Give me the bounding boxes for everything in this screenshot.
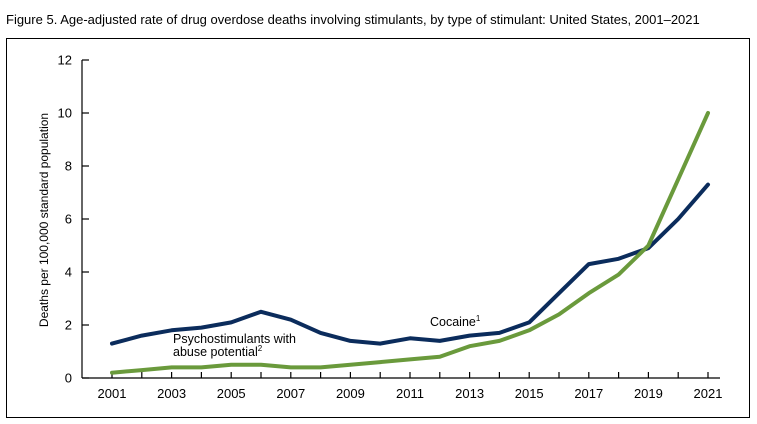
series-label-psychostimulants-sup: 2: [258, 344, 263, 353]
series-lines: [110, 111, 710, 375]
y-tick-label: 8: [65, 159, 72, 174]
x-tick-label: 2007: [276, 386, 305, 401]
axes: [81, 59, 720, 379]
x-tick-label: 2001: [98, 386, 127, 401]
series-line-psychostimulants: [110, 111, 710, 375]
x-tick-label: 2015: [515, 386, 544, 401]
x-tick-label: 2021: [694, 386, 723, 401]
x-tick-label: 2005: [217, 386, 246, 401]
series-label-cocaine: Cocaine1: [430, 314, 481, 329]
series-label-psychostimulants: Psychostimulants with abuse potential2: [173, 332, 299, 359]
y-tick-label: 12: [58, 53, 72, 68]
x-tick-label: 2003: [157, 386, 186, 401]
series-label-psychostimulants-line1: Psychostimulants with: [173, 332, 296, 346]
chart-title: Figure 5. Age-adjusted rate of drug over…: [6, 12, 700, 27]
x-tick-label: 2019: [634, 386, 663, 401]
series-label-cocaine-text: Cocaine: [430, 315, 476, 329]
series-line-cocaine: [110, 182, 710, 346]
y-axis-title: Deaths per 100,000 standard population: [37, 113, 51, 327]
x-tick-label: 2009: [336, 386, 365, 401]
x-tick-label: 2013: [455, 386, 484, 401]
chart-frame: [6, 38, 750, 418]
y-tick-label: 2: [65, 318, 72, 333]
y-tick-label: 6: [65, 212, 72, 227]
x-tick-label: 2017: [574, 386, 603, 401]
y-tick-label: 4: [65, 265, 72, 280]
series-label-psychostimulants-line2: abuse potential: [173, 345, 258, 359]
series-label-cocaine-sup: 1: [476, 314, 481, 323]
y-tick-label: 0: [65, 371, 72, 386]
y-tick-label: 10: [58, 106, 72, 121]
x-tick-label: 2011: [396, 386, 424, 401]
